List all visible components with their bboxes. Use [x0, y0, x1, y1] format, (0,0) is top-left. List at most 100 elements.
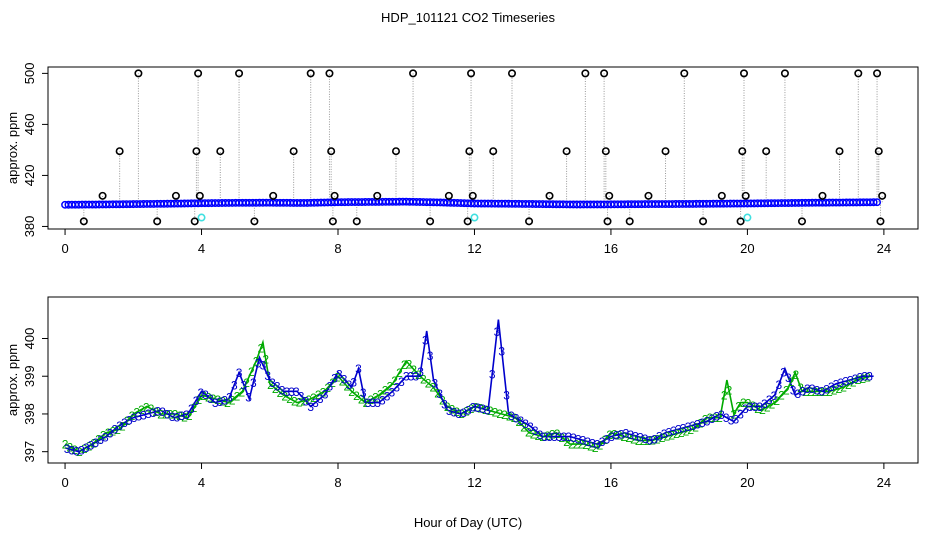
bottom-series-3-marker: 3	[737, 407, 744, 421]
bottom-series-2-marker: 2	[568, 438, 575, 452]
bottom-series-3-marker: 3	[470, 401, 477, 415]
top-spike-point	[699, 217, 708, 226]
bottom-series-3-marker: 3	[155, 404, 162, 418]
top-spike-point	[581, 69, 590, 78]
bottom-series-3-marker: 3	[475, 401, 482, 415]
top-spike-point	[328, 217, 337, 226]
bottom-series-3-marker: 3	[541, 430, 548, 444]
bottom-series-2-marker: 2	[138, 403, 145, 417]
bottom-series-3-marker: 3	[307, 400, 314, 414]
bottom-series-2-marker: 2	[654, 432, 661, 446]
bottom-series-2-marker: 2	[253, 355, 260, 369]
bottom-x-axis: 0 4 8 12 16 20 24	[61, 463, 891, 490]
bottom-series-3-marker: 3	[823, 383, 830, 397]
bottom-series-2-marker: 2	[726, 384, 733, 398]
bottom-series-2-marker: 2	[172, 408, 179, 422]
bottom-series-3-marker: 3	[379, 393, 386, 407]
top-y-tick-label: 460	[22, 114, 37, 136]
top-spike-point	[115, 147, 124, 156]
bottom-series-2-marker: 2	[258, 341, 265, 355]
top-spike-point	[835, 147, 844, 156]
top-spike-point	[854, 69, 863, 78]
top-spike-point	[738, 147, 747, 156]
bottom-series-2-marker: 2	[697, 416, 704, 430]
bottom-series-3-marker: 3	[174, 410, 181, 424]
top-spike-point	[327, 147, 336, 156]
bottom-y-axis: 397 398 399 400	[22, 328, 48, 463]
bottom-series-3-marker: 3	[236, 366, 243, 380]
bottom-series-3-marker: 3	[656, 430, 663, 444]
bottom-series-3-marker: 3	[479, 402, 486, 416]
top-spike-point	[444, 191, 453, 200]
bottom-series-2-marker: 2	[807, 385, 814, 399]
bottom-series-3-marker: 3	[527, 420, 534, 434]
bottom-series-3-marker: 3	[88, 438, 95, 452]
bottom-series-2-marker: 2	[597, 438, 604, 452]
bottom-series-3-marker: 3	[809, 382, 816, 396]
bottom-x-tick-label: 8	[334, 475, 341, 490]
bottom-series-3-marker: 3	[833, 377, 840, 391]
bottom-series-2-marker: 2	[425, 377, 432, 391]
bottom-plot-frame	[47, 296, 919, 464]
bottom-series-2-marker: 2	[530, 427, 537, 441]
bottom-series-2-marker: 2	[329, 376, 336, 390]
bottom-series-2-marker: 2	[587, 440, 594, 454]
bottom-series-2-marker: 2	[119, 420, 126, 434]
top-y-tick-label: 380	[22, 216, 37, 238]
bottom-series-3-marker: 3	[221, 393, 228, 407]
bottom-series-3-marker: 3	[417, 365, 424, 379]
bottom-series-3-marker: 3	[561, 430, 568, 444]
bottom-series-3-marker: 3	[723, 411, 730, 425]
top-flag-point	[197, 213, 206, 222]
top-spike-point	[463, 217, 472, 226]
bottom-series-2-marker: 2	[66, 440, 73, 454]
bottom-series-3-marker: 3	[866, 370, 873, 384]
bottom-series-2-marker: 2	[773, 394, 780, 408]
bottom-series-3-marker: 3	[775, 378, 782, 392]
bottom-series-3-marker: 3	[92, 436, 99, 450]
bottom-series-3-marker: 3	[728, 413, 735, 427]
bottom-series-3-marker: 3	[341, 373, 348, 387]
bottom-series-3-marker: 3	[785, 371, 792, 385]
top-spike-point	[562, 147, 571, 156]
bottom-series-2-marker: 2	[105, 426, 112, 440]
top-x-tick-label: 20	[740, 241, 754, 256]
top-spike-point	[717, 191, 726, 200]
bottom-series-3-marker: 3	[336, 367, 343, 381]
bottom-series-2-marker: 2	[291, 395, 298, 409]
bottom-series-2-marker: 2	[845, 378, 852, 392]
bottom-series-markers: 2222222222222222222222222222222222222222…	[62, 325, 873, 459]
top-spike-point	[250, 217, 259, 226]
bottom-series-2-marker: 2	[859, 372, 866, 386]
top-spike-point	[818, 191, 827, 200]
bottom-series-3-marker: 3	[188, 402, 195, 416]
bottom-series-2-marker: 2	[100, 429, 107, 443]
bottom-series-3-marker: 3	[169, 410, 176, 424]
bottom-series-3-marker: 3	[331, 372, 338, 386]
bottom-series-2-marker: 2	[487, 404, 494, 418]
bottom-series-3-marker: 3	[795, 387, 802, 401]
bottom-series-3-marker: 3	[632, 429, 639, 443]
bottom-series-2-marker: 2	[683, 424, 690, 438]
top-spike-point	[269, 191, 278, 200]
bottom-series-3-marker: 3	[513, 412, 520, 426]
bottom-series-2-marker: 2	[826, 385, 833, 399]
bottom-series-3-marker: 3	[73, 445, 80, 459]
bottom-series-3-marker: 3	[838, 376, 845, 390]
top-spike-point	[873, 69, 882, 78]
bottom-series-2-marker: 2	[501, 408, 508, 422]
top-spike-point	[780, 69, 789, 78]
bottom-series-3-marker: 3	[250, 376, 257, 390]
bottom-series-3-marker: 3	[604, 432, 611, 446]
bottom-series-3-marker: 3	[518, 414, 525, 428]
bottom-series-2-marker: 2	[310, 391, 317, 405]
top-spike-point	[426, 217, 435, 226]
bottom-series-3-marker: 3	[212, 396, 219, 410]
bottom-series-2-marker: 2	[410, 363, 417, 377]
bottom-series-3-marker: 3	[107, 427, 114, 441]
bottom-series-3-marker: 3	[766, 393, 773, 407]
bottom-series-2-marker: 2	[229, 393, 236, 407]
bottom-series-3-marker: 3	[565, 430, 572, 444]
bottom-series-3-marker: 3	[207, 392, 214, 406]
bottom-series-2-marker: 2	[453, 405, 460, 419]
